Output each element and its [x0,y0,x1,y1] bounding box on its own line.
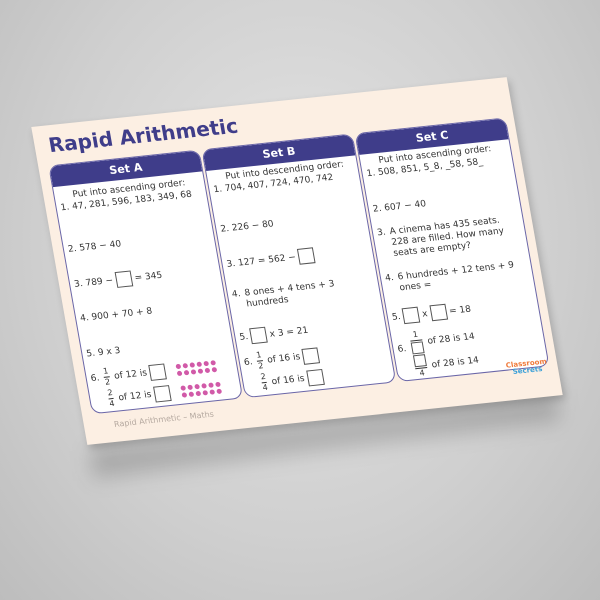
answer-box[interactable] [114,270,134,288]
worksheet-card: Rapid Arithmetic Set A Put into ascendin… [31,77,563,445]
answer-box[interactable] [152,384,172,403]
footer-text: Rapid Arithmetic – Maths [113,409,215,429]
set-c-q1-label: 1. [365,168,377,180]
set-b-q4-label: 4. [231,289,242,300]
set-c-q3: A cinema has 435 seats. 228 are filled. … [388,215,505,259]
answer-box[interactable] [148,362,168,381]
answer-box[interactable] [428,303,448,322]
answer-box[interactable] [297,247,316,265]
set-b-q6-label: 6. [243,357,254,369]
set-a-q6b-text: of 12 is [117,390,153,404]
set-b-q1-label: 1. [212,184,224,196]
set-a-q3-b: = 345 [133,270,164,284]
answer-box[interactable] [412,354,427,368]
set-a-q2: 2. 578 − 40 [67,239,123,255]
fraction: 1 [409,330,425,355]
classroom-secrets-logo: Classroom Secrets [505,357,548,377]
set-b-q6a-text: of 16 is [266,352,302,366]
set-c-q3-label: 3. [376,227,387,239]
set-a-q5: 5. 9 x 3 [85,346,122,360]
set-c-q4: 6 hundreds + 12 tens + 9 ones = [396,260,515,294]
dot-array [179,381,222,398]
set-c-q6b-text: of 28 is 14 [430,355,480,371]
set-b-q5-label: 5. [238,332,250,343]
set-c-q6-label: 6. [396,344,408,355]
answer-box[interactable] [410,341,425,355]
times-sign: x [421,309,429,320]
dot-array [175,359,218,376]
set-a-q6a-text: of 12 is [113,368,148,382]
answer-box[interactable] [306,368,325,386]
answer-box[interactable] [301,346,321,365]
set-a-q1-label: 1. [59,202,71,214]
set-b-q4: 8 ones + 4 tens + 3 hundreds [243,279,336,310]
set-c-q5: = 18 [448,304,472,317]
answer-box[interactable] [249,326,269,345]
answer-box[interactable] [402,306,421,325]
set-b-q6b-text: of 16 is [270,373,306,388]
set-a-q4: 4. 900 + 70 + 8 [79,306,154,324]
set-b-q3: 3. 127 = 562 − [225,252,297,270]
set-c-q5-label: 5. [391,312,402,323]
set-b-q5: x 3 = 21 [268,325,310,340]
set-a-q6-label: 6. [90,373,101,385]
fraction: 4 [412,354,429,378]
set-b-q2: 2. 226 − 80 [219,219,275,235]
set-c-q6a-text: of 28 is 14 [426,331,476,347]
set-c-q4-label: 4. [384,273,395,284]
set-c-q2: 2. 607 − 40 [372,199,427,215]
set-a-q3-a: 3. 789 − [73,275,115,290]
